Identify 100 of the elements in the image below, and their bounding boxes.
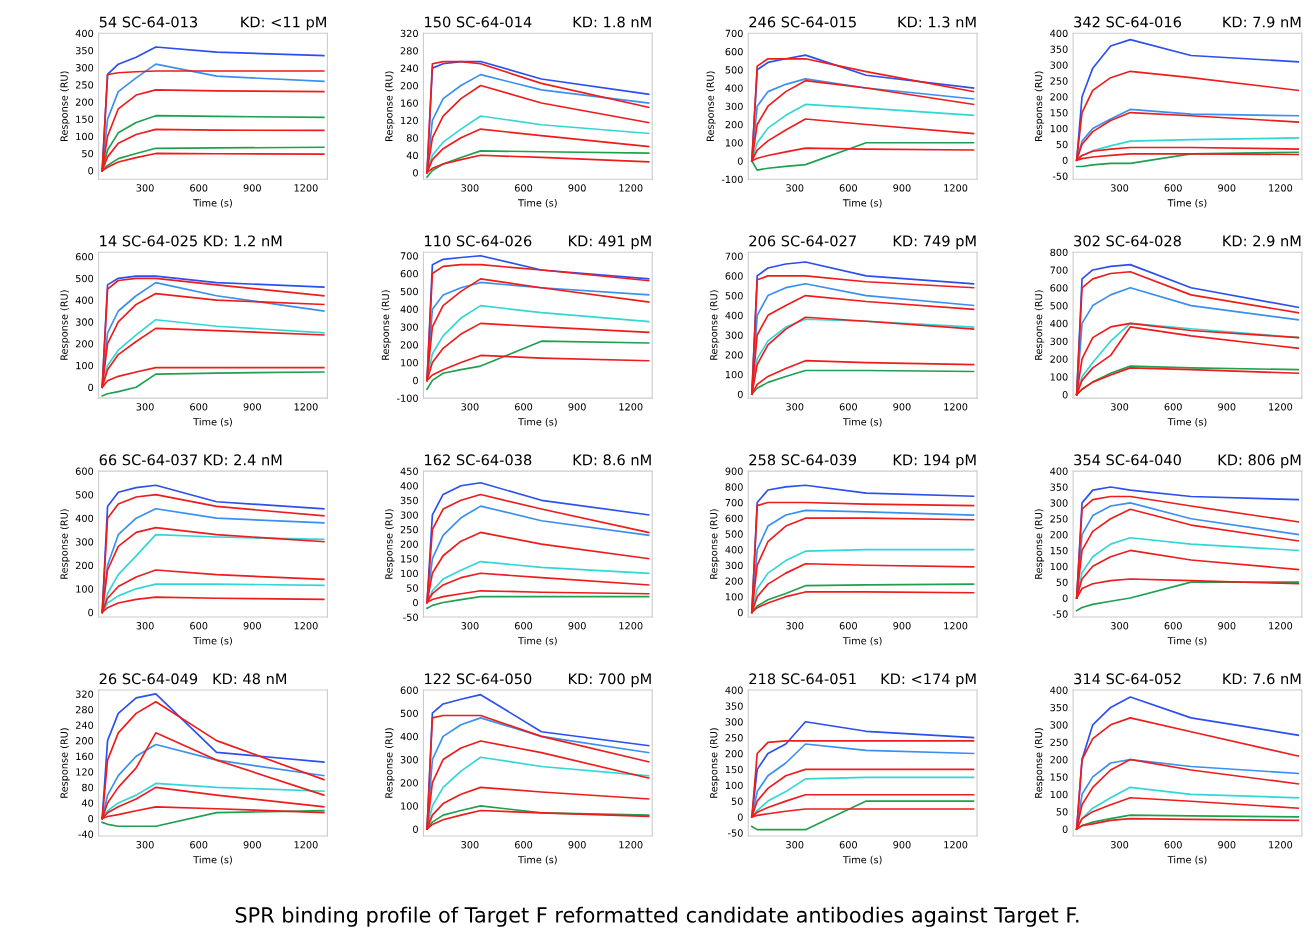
x-tick-label: 1200 (944, 184, 968, 192)
y-tick-label: 0 (413, 598, 418, 607)
y-tick-label: -50 (403, 613, 418, 621)
y-tick-label: 0 (737, 813, 743, 821)
x-tick-label: 600 (1164, 184, 1182, 192)
y-tick-label: 250 (1050, 738, 1068, 746)
text: 342 SC-64-016 (1074, 16, 1182, 28)
text: 246 SC-64-015 (749, 16, 856, 28)
y-tick-label: 160 (76, 752, 94, 761)
x-axis-title: Time (s) (842, 855, 882, 865)
y-tick-label: 320 (400, 29, 418, 38)
x-tick-label: 600 (514, 403, 533, 411)
y-tick-label: 300 (725, 561, 743, 570)
text: KD: 7.9 nM (1223, 16, 1301, 28)
x-tick-label: 300 (136, 622, 154, 630)
y-tick-label: 300 (1050, 337, 1068, 346)
y-tick-label: 0 (1062, 825, 1068, 833)
y-tick-label: 450 (400, 467, 418, 475)
y-axis-title: Response (RU) (1034, 509, 1045, 579)
x-axis-title: Time (s) (518, 855, 557, 865)
y-tick-label: 150 (1050, 773, 1068, 781)
y-tick-label: 150 (1050, 546, 1068, 555)
y-tick-label: 0 (737, 608, 743, 617)
y-tick-label: 100 (401, 359, 418, 367)
x-tick-label: 1200 (944, 841, 968, 849)
text: KD: 194 pM (893, 454, 976, 469)
y-tick-label: 50 (1056, 578, 1068, 586)
x-tick-label: 300 (1111, 403, 1129, 411)
x-tick-label: 1200 (1269, 622, 1293, 630)
y-tick-label: 80 (406, 134, 418, 142)
y-tick-label: 250 (725, 734, 743, 742)
y-tick-label: 0 (413, 376, 418, 385)
x-axis-title: Time (s) (1167, 417, 1207, 427)
y-tick-label: 100 (725, 370, 743, 379)
text: KD: 700 pM (568, 673, 651, 688)
x-tick-label: 300 (136, 841, 154, 849)
y-tick-label: 0 (88, 814, 94, 823)
y-tick-label: 300 (1050, 61, 1068, 69)
y-tick-label: 350 (1050, 483, 1068, 491)
x-tick-label: 900 (243, 841, 261, 849)
text: KD: 806 pM (1218, 454, 1301, 469)
text: KD: 749 pM (893, 235, 976, 250)
x-axis-title: Time (s) (193, 417, 232, 427)
y-tick-label: 0 (88, 167, 94, 175)
y-tick-label: 900 (725, 467, 743, 475)
y-tick-label: 100 (725, 139, 743, 147)
y-tick-label: 300 (400, 511, 418, 519)
y-tick-label: 200 (75, 737, 94, 745)
x-tick-label: 300 (1111, 622, 1129, 630)
x-tick-label: 900 (568, 841, 586, 849)
x-axis-title: Time (s) (842, 417, 882, 427)
x-tick-label: 600 (1164, 841, 1182, 849)
text: 122 SC-64-050 (425, 673, 532, 685)
text: 54 SC-64-013 (99, 16, 197, 28)
y-tick-label: 400 (725, 686, 743, 694)
x-tick-label: 600 (514, 622, 533, 630)
y-tick-label: 350 (1050, 703, 1068, 712)
y-axis-title: Response (RU) (385, 509, 395, 579)
y-tick-label: 500 (1050, 302, 1068, 310)
y-tick-label: 400 (400, 482, 418, 490)
y-tick-label: 600 (75, 467, 94, 475)
y-tick-label: 700 (1050, 266, 1068, 274)
y-tick-label: 120 (401, 116, 418, 125)
y-tick-label: 300 (75, 318, 94, 326)
text: 258 SC-64-039 (749, 454, 857, 466)
y-tick-label: 250 (1050, 77, 1068, 85)
x-tick-label: 600 (1164, 403, 1182, 411)
y-tick-label: 200 (725, 749, 743, 758)
y-tick-label: 200 (400, 540, 418, 548)
y-tick-label: -50 (1052, 172, 1068, 180)
x-tick-label: 1200 (1269, 841, 1293, 849)
y-tick-label: 100 (401, 569, 418, 578)
y-tick-label: 0 (737, 157, 743, 165)
x-tick-label: 600 (839, 841, 857, 849)
y-tick-label: 200 (725, 351, 743, 359)
y-tick-label: 250 (75, 81, 94, 89)
x-axis-title: Time (s) (842, 199, 882, 208)
y-tick-label: 240 (400, 64, 418, 72)
y-tick-label: 400 (400, 305, 418, 313)
text: KD: 1.8 nM (573, 16, 651, 28)
y-tick-label: 600 (725, 514, 743, 523)
x-axis-title: Time (s) (1167, 855, 1207, 865)
y-tick-label: 160 (401, 99, 418, 107)
y-tick-label: 500 (725, 292, 743, 300)
x-tick-label: 300 (461, 841, 479, 849)
text: 150 SC-64-014 (425, 16, 532, 28)
y-tick-label: 400 (400, 732, 418, 741)
x-tick-label: 300 (461, 403, 479, 411)
y-tick-label: 200 (1050, 93, 1068, 101)
y-tick-label: 500 (75, 491, 94, 499)
x-tick-label: 900 (1218, 403, 1236, 411)
x-tick-label: 900 (1218, 622, 1236, 630)
y-tick-label: 280 (75, 705, 94, 714)
y-tick-label: 50 (82, 149, 94, 158)
x-tick-label: 300 (1111, 841, 1129, 849)
y-tick-label: 0 (737, 390, 743, 399)
y-tick-label: -50 (728, 829, 743, 837)
y-tick-label: 200 (400, 779, 418, 787)
y-tick-label: -100 (397, 394, 418, 402)
y-tick-label: 200 (400, 341, 418, 349)
